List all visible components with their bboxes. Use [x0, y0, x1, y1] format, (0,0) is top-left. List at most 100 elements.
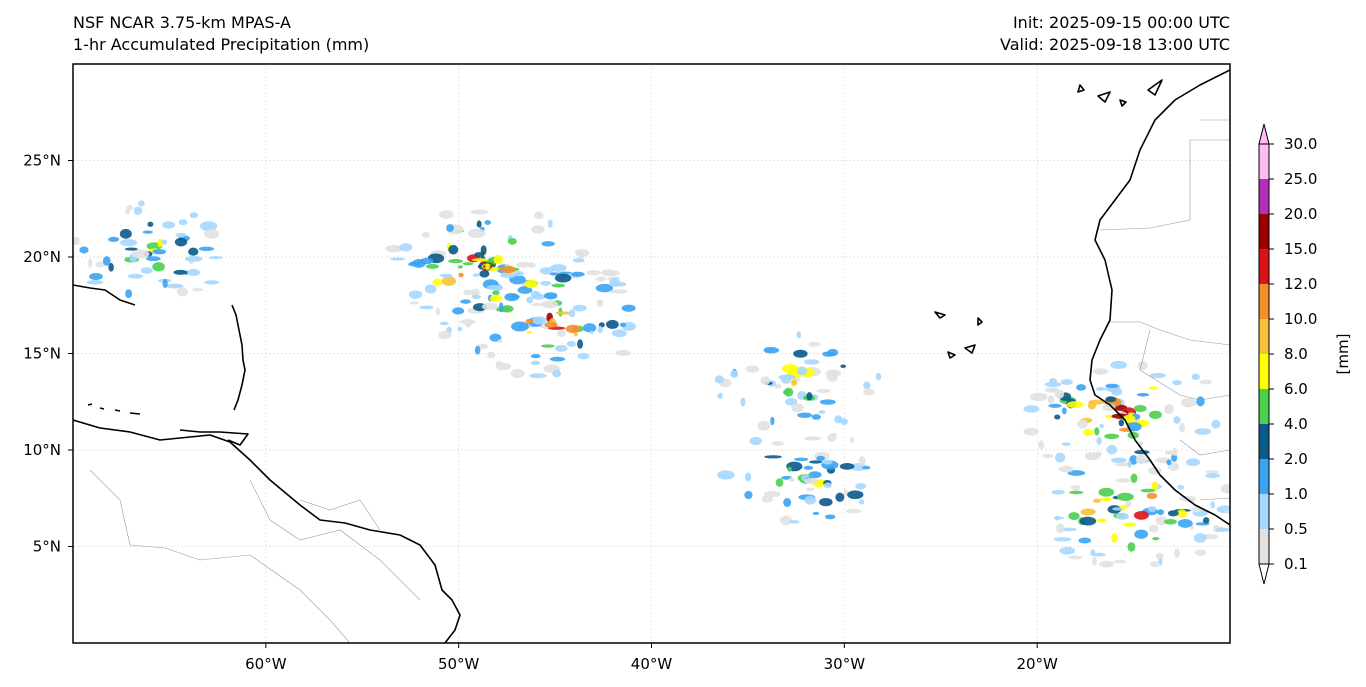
- precip-cell: [589, 330, 594, 334]
- precip-cell: [1174, 548, 1181, 559]
- precip-cell: [165, 283, 184, 289]
- precip-cell: [125, 208, 130, 215]
- border-line: [1139, 329, 1230, 401]
- precip-cell: [1165, 450, 1175, 456]
- precip-cell: [840, 364, 847, 369]
- colorbar-over-arrow: [1258, 123, 1270, 145]
- precip-cell: [611, 329, 627, 338]
- precip-cell: [526, 296, 534, 304]
- colorbar: 0.1 0.5 1.0 2.0 4.0 6.0 8.0 10.0 12.0 15.0 20.0 25.…: [1258, 123, 1352, 585]
- precip-cell: [1134, 529, 1149, 539]
- precip-cell: [119, 228, 132, 239]
- precip-cell: [432, 278, 443, 286]
- colorbar-segment: [1259, 354, 1269, 389]
- coastline-canary-2: [1097, 91, 1111, 103]
- precip-cell: [1054, 452, 1066, 463]
- precip-cell: [1068, 512, 1080, 520]
- precip-cell: [1202, 517, 1210, 524]
- precip-cell: [823, 482, 832, 489]
- precip-cell: [858, 456, 866, 466]
- precip-cell: [791, 403, 804, 413]
- precip-cell: [204, 229, 220, 239]
- precip-cell: [1090, 549, 1096, 557]
- precip-cell: [556, 329, 566, 338]
- precip-cell: [1215, 527, 1230, 532]
- colorbar-label: 4.0: [1284, 415, 1308, 433]
- precip-cell: [1096, 436, 1102, 446]
- precip-cell: [1164, 404, 1174, 415]
- precip-cell: [764, 455, 782, 459]
- colorbar-label: 1.0: [1284, 485, 1308, 503]
- precip-cell: [1133, 510, 1149, 520]
- precip-cell: [526, 330, 533, 335]
- y-tick-label: 25°N: [23, 152, 61, 170]
- precip-cell: [175, 232, 187, 238]
- precip-cell: [470, 209, 489, 215]
- colorbar-label: 20.0: [1284, 205, 1317, 223]
- precip-cell: [1106, 444, 1118, 455]
- precip-cell: [1060, 378, 1073, 386]
- precip-cell: [176, 286, 188, 297]
- border-line: [1199, 497, 1230, 501]
- precip-cell: [497, 339, 503, 343]
- precip-cell: [152, 262, 165, 272]
- precip-cell: [507, 238, 517, 245]
- precip-cell: [1112, 507, 1124, 511]
- precip-cell: [1068, 555, 1083, 560]
- precip-cell: [127, 273, 143, 279]
- precip-cell: [500, 265, 516, 274]
- precip-cell: [441, 276, 457, 286]
- precip-cell: [1166, 459, 1172, 466]
- precip-cell: [474, 345, 481, 355]
- precip-cell: [573, 332, 578, 337]
- precip-cell: [1193, 533, 1207, 543]
- precip-cell: [717, 470, 735, 480]
- precip-cell: [554, 273, 572, 283]
- precip-cell: [572, 304, 587, 312]
- precip-cell: [809, 460, 823, 464]
- precip-cell: [1137, 361, 1148, 371]
- precip-cell: [108, 262, 114, 272]
- coastline-cape-verde-2: [964, 344, 976, 354]
- precip-cell: [862, 465, 871, 470]
- precip-cell: [425, 263, 440, 269]
- precip-cell: [1177, 484, 1185, 490]
- precip-cell: [89, 272, 103, 281]
- precip-cell: [516, 261, 533, 268]
- precip-cell: [797, 412, 813, 418]
- colorbar-unit: [mm]: [1334, 334, 1352, 375]
- precip-cell: [808, 471, 822, 479]
- precip-cell: [1157, 509, 1165, 516]
- precip-cell: [552, 369, 562, 378]
- precip-cell: [1115, 478, 1131, 483]
- colorbar-under-arrow: [1258, 563, 1270, 585]
- precip-field: [73, 200, 1230, 568]
- precip-cell: [744, 472, 752, 482]
- precip-cell: [1229, 511, 1230, 515]
- precip-cell: [549, 272, 561, 276]
- x-tick-label: 30°W: [824, 655, 866, 673]
- precip-cell: [1148, 386, 1158, 390]
- precip-cell: [1210, 501, 1215, 509]
- coastline-canary-3: [1119, 99, 1127, 107]
- y-tick-label: 15°N: [23, 345, 61, 363]
- precip-cell: [818, 410, 826, 414]
- precip-cell: [745, 365, 760, 373]
- precip-cell: [806, 392, 813, 401]
- precip-cell: [439, 321, 449, 326]
- precip-cell: [577, 339, 584, 349]
- title-left: NSF NCAR 3.75-km MPAS-A 1-hr Accumulated…: [73, 12, 369, 56]
- precip-cell: [1076, 384, 1087, 391]
- precip-cell: [771, 441, 784, 446]
- precip-cell: [783, 498, 792, 507]
- precip-cell: [514, 271, 524, 277]
- precip-cell: [781, 363, 799, 374]
- precip-cell: [1066, 401, 1084, 409]
- precip-cell: [1078, 537, 1091, 544]
- precip-cell: [199, 221, 218, 232]
- precip-cell: [1092, 498, 1101, 503]
- precip-cell: [1179, 422, 1185, 433]
- precip-cell: [1069, 490, 1084, 495]
- precip-cell: [1102, 403, 1116, 412]
- precip-cell: [1199, 379, 1213, 385]
